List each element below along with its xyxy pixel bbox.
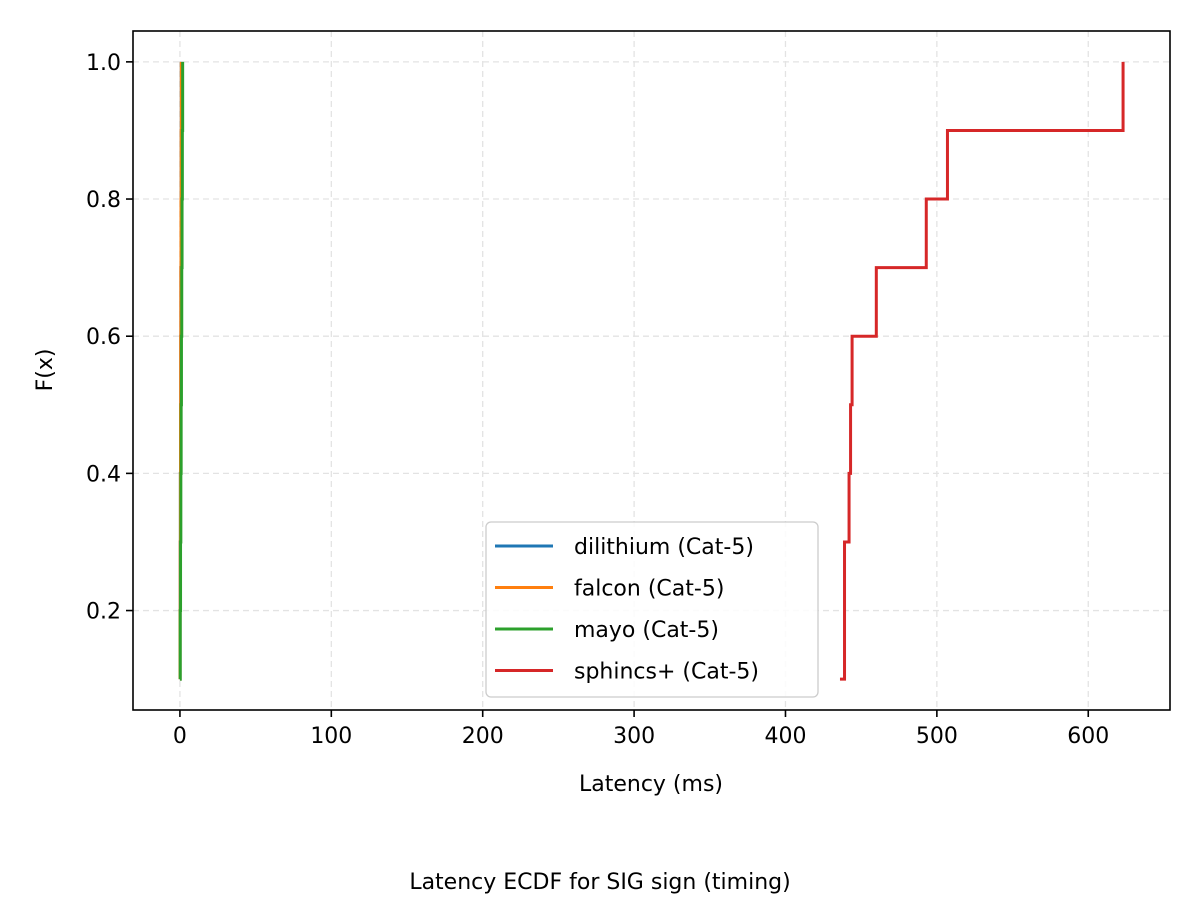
series-line-3 xyxy=(839,61,1125,681)
legend-frame xyxy=(485,521,819,698)
tick-layer: 0 100 200 300 400 500 600 0.2 0.4 0.6 0.8 1.0 xyxy=(86,51,1109,749)
legend-label: dilithium (Cat-5) xyxy=(574,535,754,560)
y-tick-label: 0.2 xyxy=(86,600,121,625)
x-tick-label: 600 xyxy=(1067,724,1109,749)
y-tick-label: 1.0 xyxy=(86,51,121,76)
chart-caption: Latency ECDF for SIG sign (timing) xyxy=(409,870,790,895)
x-tick-label: 300 xyxy=(613,724,655,749)
x-tick-label: 400 xyxy=(764,724,806,749)
x-tick-label: 500 xyxy=(916,724,958,749)
series-layer xyxy=(178,61,1125,681)
x-tick-label: 100 xyxy=(310,724,352,749)
x-tick-label: 200 xyxy=(462,724,504,749)
legend-label: mayo (Cat-5) xyxy=(574,618,719,643)
legend-label: sphincs+ (Cat-5) xyxy=(574,660,759,685)
y-axis-label: F(x) xyxy=(33,349,58,392)
plot-frame xyxy=(132,30,1171,711)
x-tick-label: 0 xyxy=(173,724,187,749)
legend: dilithium (Cat-5) falcon (Cat-5) mayo (Cat… xyxy=(485,521,819,698)
legend-label: falcon (Cat-5) xyxy=(574,577,724,602)
series-line-2 xyxy=(178,61,185,681)
y-tick-label: 0.6 xyxy=(86,325,121,350)
y-tick-label: 0.4 xyxy=(86,462,121,487)
x-axis-label: Latency (ms) xyxy=(579,772,723,797)
y-tick-label: 0.8 xyxy=(86,188,121,213)
